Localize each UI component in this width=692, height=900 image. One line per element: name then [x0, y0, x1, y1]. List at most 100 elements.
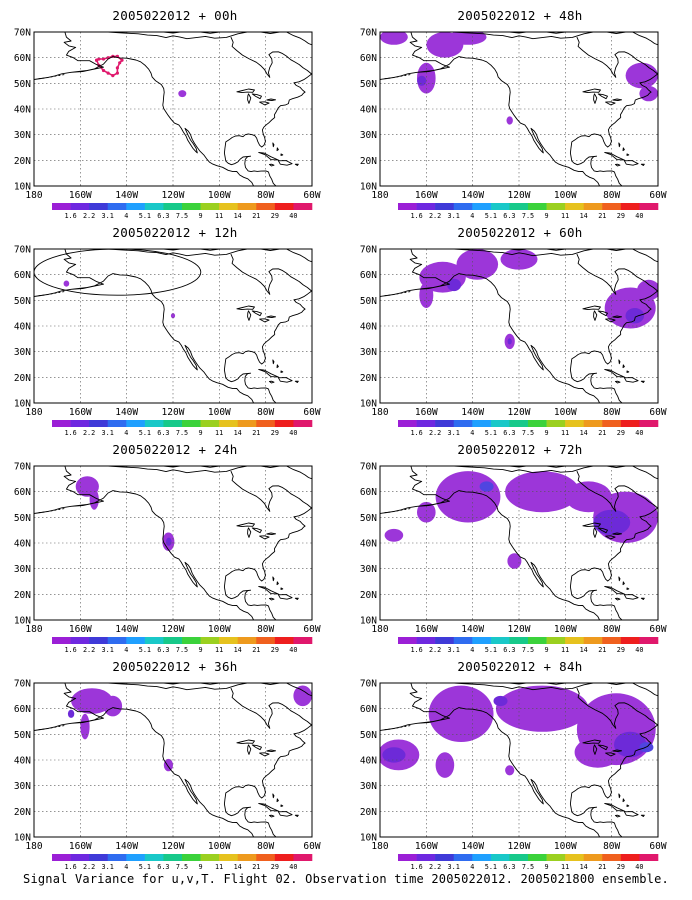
colorbar-swatch	[565, 854, 585, 861]
lat-tick-label: 50N	[14, 296, 31, 307]
colorbar-swatch	[453, 203, 473, 210]
lat-tick-label: 70N	[14, 679, 31, 690]
colorbar-label: 6.3	[157, 646, 169, 654]
lon-tick-label: 160W	[69, 407, 92, 418]
colorbar-swatch	[293, 637, 313, 644]
colorbar-swatch	[583, 854, 603, 861]
colorbar-swatch	[620, 637, 640, 644]
colorbar-label: 9	[545, 429, 549, 437]
colorbar-label: 7.5	[522, 646, 534, 654]
colorbar-label: 2.2	[429, 429, 441, 437]
colorbar-label: 6.3	[503, 212, 515, 220]
island-outline	[626, 153, 630, 156]
lat-tick-label: 50N	[14, 79, 31, 90]
island-outline	[604, 802, 626, 812]
colorbar-label: 3.1	[448, 212, 460, 220]
island-outline	[604, 585, 626, 595]
lat-tick-label: 50N	[360, 79, 377, 90]
panel-title: 2005022012 + 12h	[112, 225, 238, 240]
colorbar-label: 5.1	[485, 212, 497, 220]
island-outline	[614, 597, 621, 601]
colorbar-label: 6.3	[503, 429, 515, 437]
colorbar-label: 14	[234, 212, 242, 220]
colorbar-swatch	[602, 203, 622, 210]
lat-tick-label: 30N	[14, 130, 31, 141]
colorbar-swatch	[107, 854, 127, 861]
colorbar-label: 29	[617, 429, 625, 437]
variance-contour	[625, 308, 645, 324]
colorbar-swatch	[107, 420, 127, 427]
colorbar-label: 21	[598, 212, 606, 220]
colorbar-swatch	[453, 637, 473, 644]
variance-contour	[417, 501, 436, 523]
lake-outline	[251, 93, 262, 100]
variance-contour	[380, 32, 408, 45]
variance-contour	[495, 685, 589, 732]
lat-tick-label: 40N	[14, 539, 31, 550]
colorbar-swatch	[398, 203, 417, 210]
colorbar-label: 29	[271, 646, 279, 654]
colorbar-label: 2.2	[429, 212, 441, 220]
coastline	[569, 723, 658, 837]
colorbar-label: 4	[124, 863, 128, 871]
lake-outline	[612, 749, 623, 752]
coastline	[632, 32, 658, 46]
colorbar-swatch	[293, 420, 313, 427]
variance-contour	[574, 736, 621, 768]
lake-outline	[251, 527, 262, 534]
lat-tick-label: 10N	[14, 182, 31, 193]
island-outline	[276, 364, 279, 369]
colorbar-swatch	[639, 420, 659, 427]
lake-outline	[612, 315, 623, 318]
panel-title: 2005022012 + 24h	[112, 442, 238, 457]
colorbar-swatch	[472, 854, 492, 861]
plot-frame	[379, 682, 659, 838]
lake-outline	[582, 305, 601, 311]
variance-contour	[456, 249, 499, 280]
lat-tick-label: 30N	[360, 781, 377, 792]
coastline	[63, 683, 277, 837]
colorbar-label: 9	[199, 429, 203, 437]
island-outline	[268, 163, 275, 167]
variance-shading	[95, 54, 187, 98]
lon-tick-label: 180	[25, 407, 42, 418]
colorbar-label: 21	[252, 429, 260, 437]
variance-contour	[435, 471, 501, 523]
observation-point	[101, 57, 106, 61]
island-outline	[258, 151, 280, 161]
coastline	[384, 507, 412, 514]
observation-point	[120, 58, 124, 62]
colorbar-label: 9	[545, 863, 549, 871]
lat-tick-label: 70N	[360, 462, 377, 473]
colorbar-swatch	[453, 420, 473, 427]
lon-tick-label: 100W	[208, 190, 231, 201]
island-outline	[623, 377, 639, 383]
lake-outline	[593, 310, 598, 321]
lake-outline	[259, 101, 270, 106]
colorbar-label: 1.6	[410, 863, 422, 871]
plot-frame	[379, 465, 659, 621]
island-outline	[622, 147, 625, 152]
colorbar-swatch	[144, 420, 164, 427]
coastline	[632, 466, 658, 480]
lake-outline	[251, 744, 262, 751]
colorbar-label: 40	[635, 863, 643, 871]
colorbar-swatch	[52, 637, 71, 644]
variance-contour	[293, 685, 312, 707]
colorbar-label: 6.3	[157, 863, 169, 871]
colorbar-label: 1.6	[410, 212, 422, 220]
lat-tick-label: 40N	[14, 105, 31, 116]
colorbar-label: 3.1	[448, 863, 460, 871]
lon-tick-label: 60W	[303, 841, 320, 852]
colorbar-swatch	[509, 854, 529, 861]
colorbar-swatch	[200, 637, 220, 644]
coastline	[569, 506, 658, 620]
island-outline	[622, 581, 625, 586]
colorbar-swatch	[126, 203, 146, 210]
coastline	[103, 32, 248, 40]
colorbar-swatch	[293, 854, 313, 861]
